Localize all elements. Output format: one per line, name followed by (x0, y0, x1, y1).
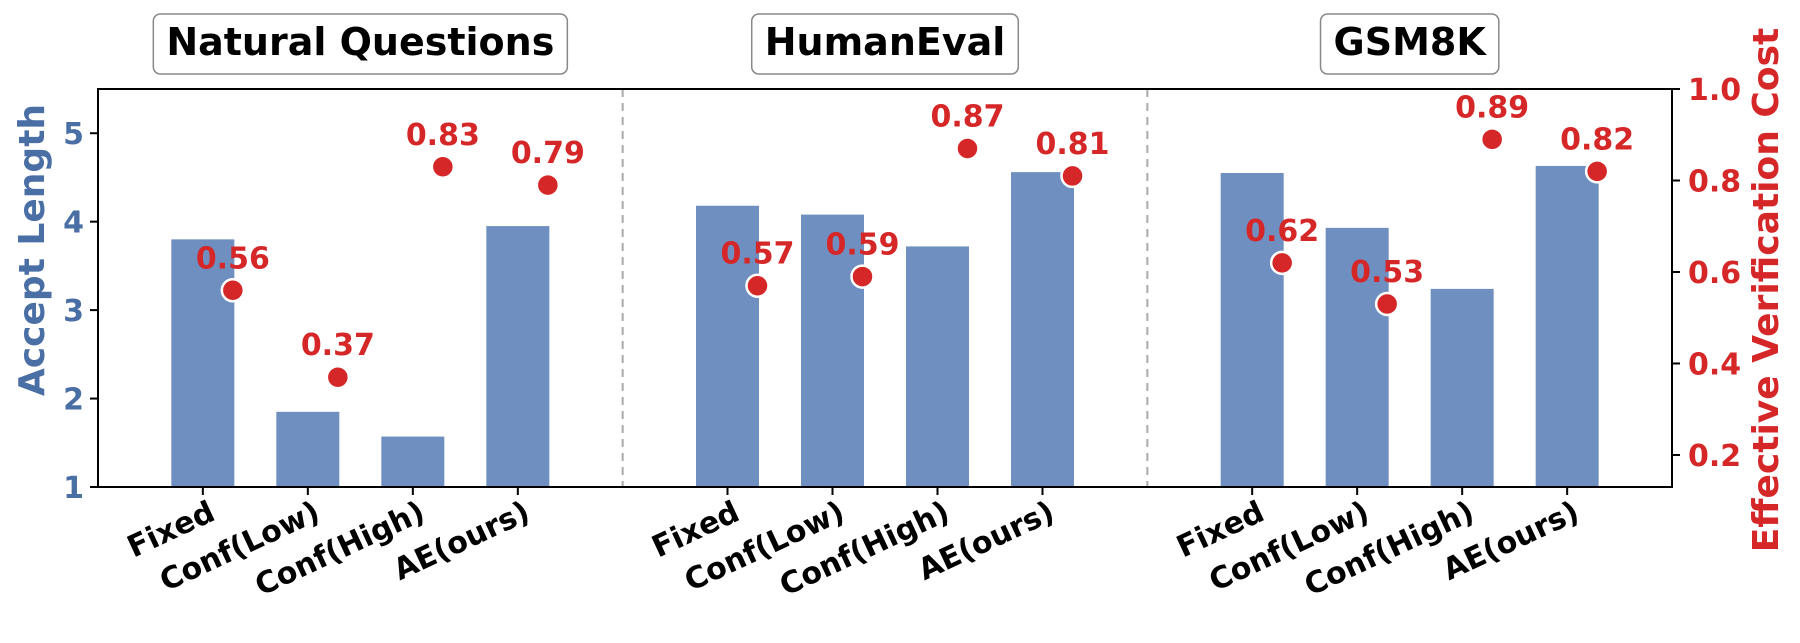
panel-title: Natural Questions (166, 20, 554, 64)
accept-length-bar (906, 246, 969, 487)
plot-frame (97, 88, 1673, 488)
verification-cost-label: 0.79 (511, 136, 585, 171)
verification-cost-label: 0.57 (720, 237, 794, 272)
right-y-tick-label: 0.6 (1688, 256, 1741, 291)
verification-cost-label: 0.89 (1455, 90, 1529, 125)
points-layer: 0.56 0.37 0.83 0.79 0.57 0.59 0.87 0.81 0.62 0.53… (196, 90, 1634, 390)
verification-cost-point (430, 154, 456, 180)
verification-cost-point (1584, 159, 1610, 184)
panel-title-border (750, 13, 1020, 75)
verification-cost-label: 0.53 (1350, 255, 1424, 290)
accept-length-bar (1430, 288, 1494, 487)
verification-cost-label: 0.82 (1560, 122, 1634, 157)
verification-cost-label: 0.83 (406, 118, 480, 153)
verification-cost-point (535, 172, 561, 198)
panel-title-border (152, 13, 569, 75)
accept-length-bar (171, 239, 235, 487)
verification-cost-point (850, 264, 875, 289)
verification-cost-point (955, 136, 980, 161)
verification-cost-point (1374, 291, 1400, 317)
verification-cost-label: 0.59 (825, 228, 899, 263)
accept-length-bar (1535, 165, 1599, 488)
accept-length-bar (486, 226, 550, 488)
accept-length-bar (276, 411, 340, 487)
right-axis-label: Effective Verification Cost (1746, 28, 1787, 552)
panel-title-box: Natural Questions (152, 13, 569, 75)
panel-title-box: GSM8K (1319, 13, 1500, 75)
left-y-tick-label: 5 (63, 117, 84, 152)
panel-title-border (1319, 13, 1500, 75)
verification-cost-point (745, 273, 770, 298)
verification-cost-label: 0.37 (301, 328, 375, 363)
verification-cost-label: 0.56 (196, 241, 270, 276)
right-y-tick-label: 0.4 (1688, 347, 1741, 382)
panel-title: HumanEval (765, 20, 1006, 64)
titles-layer: Natural Questions HumanEval GSM8K (152, 13, 1500, 75)
verification-cost-point (325, 364, 351, 390)
right-y-tick-label: 1.0 (1688, 73, 1741, 108)
accept-length-bar (1220, 173, 1284, 487)
verification-cost-point (1269, 250, 1295, 276)
accept-length-bar (1011, 172, 1074, 488)
verification-cost-label: 0.62 (1245, 214, 1319, 249)
left-y-tick-label: 1 (63, 471, 84, 506)
left-axis-label: Accept Length (12, 104, 53, 396)
bars-layer (171, 89, 1599, 488)
verification-cost-point (220, 278, 246, 303)
left-y-tick-label: 4 (63, 206, 84, 241)
accept-length-bar (381, 436, 445, 487)
accept-length-bar (696, 205, 759, 487)
accept-length-bar (801, 214, 864, 487)
verification-cost-point (1060, 163, 1085, 189)
panel-title-box: HumanEval (750, 13, 1020, 75)
panel-title: GSM8K (1334, 20, 1488, 64)
verification-cost-label: 0.87 (930, 99, 1004, 134)
verification-cost-point (1479, 127, 1505, 152)
verification-cost-label: 0.81 (1035, 127, 1109, 162)
right-y-tick-label: 0.8 (1688, 164, 1741, 199)
left-y-tick-label: 3 (63, 294, 84, 329)
frame-layer (97, 88, 1673, 488)
accept-length-bar (1325, 227, 1389, 487)
left-y-tick-label: 2 (63, 383, 84, 418)
right-y-tick-label: 0.2 (1688, 439, 1741, 474)
